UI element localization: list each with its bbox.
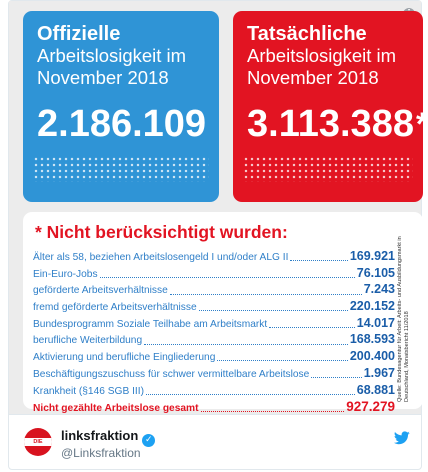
list-item: Bundesprogramm Soziale Teilhabe am Arbei…	[33, 316, 395, 333]
dotted-leader	[311, 370, 362, 379]
dotted-leader	[200, 404, 345, 412]
dotted-leader	[144, 337, 348, 345]
dotted-leader	[217, 353, 348, 362]
actual-unemployment-box: Tatsächliche Arbeitslosigkeit im Novembe…	[233, 11, 423, 202]
dotted-leader	[99, 270, 355, 279]
row-label: geförderte Arbeitsverhältnisse	[33, 285, 168, 297]
row-value: 169.921	[349, 249, 395, 263]
row-value: 168.593	[349, 332, 395, 347]
row-value: 1.967	[363, 365, 395, 380]
list-item: Älter als 58, beziehen Arbeitslosengeld …	[33, 249, 395, 266]
list-item: berufliche Weiterbildung 168.593	[33, 332, 395, 349]
author-handle[interactable]: @Linksfraktion	[61, 446, 141, 460]
dotted-leader	[198, 303, 348, 312]
tweet-author[interactable]: DIE LINKE. linksfraktion ✓ @Linksfraktion	[18, 421, 418, 465]
avatar[interactable]: DIE LINKE.	[24, 428, 52, 456]
row-label: berufliche Weiterbildung	[33, 335, 143, 347]
row-label: Ein-Euro-Jobs	[33, 268, 98, 280]
official-title: Offizielle	[37, 23, 121, 45]
official-number: 2.186.109	[37, 103, 207, 145]
total-label: Nicht gezählte Arbeitslose gesamt	[33, 403, 199, 415]
list-item: fremd geförderte Arbeitsverhältnisse 220.…	[33, 299, 395, 316]
row-value: 68.881	[356, 382, 395, 397]
list-item: Krankheit (§146 SGB III) 68.881	[33, 383, 395, 400]
row-label: Älter als 58, beziehen Arbeitslosengeld …	[33, 252, 289, 263]
dot-pattern	[243, 156, 413, 182]
official-subtitle-line1: Arbeitslosigkeit im	[37, 45, 187, 66]
divider	[9, 414, 421, 415]
actual-subtitle-line2: November 2018	[247, 67, 379, 88]
infographic[interactable]: i Offizielle Arbeitslosigkeit im Novembe…	[9, 1, 423, 414]
panel-title: * Nicht berücksichtigt wurden:	[35, 222, 288, 242]
actual-number-wrap: 3.113.388*	[247, 103, 423, 145]
total-value: 927.279	[346, 399, 395, 415]
dotted-leader	[169, 287, 362, 295]
list-item: Beschäftigungszuschuss für schwer vermit…	[33, 366, 395, 383]
list-item: Aktivierung und berufliche Eingliederung…	[33, 349, 395, 366]
row-value: 220.152	[349, 299, 395, 314]
avatar-logo-text: DIE LINKE.	[24, 438, 52, 453]
row-value: 7.243	[363, 282, 395, 297]
row-label: Beschäftigungszuschuss für schwer vermit…	[33, 368, 310, 380]
dotted-leader	[290, 253, 348, 262]
source-note: Quelle: Bundesagentur für Arbeit: Arbeit…	[397, 226, 419, 402]
dot-pattern	[33, 156, 209, 182]
dotted-leader	[145, 387, 355, 395]
not-counted-list: Älter als 58, beziehen Arbeitslosengeld …	[33, 249, 395, 416]
actual-subtitle-line1: Arbeitslosigkeit im	[247, 45, 397, 66]
row-value: 14.017	[356, 315, 395, 330]
row-label: Aktivierung und berufliche Eingliederung	[33, 352, 216, 364]
row-value: 76.105	[356, 265, 395, 280]
footnote-star: *	[416, 106, 423, 142]
list-item: geförderte Arbeitsverhältnisse 7.243	[33, 282, 395, 299]
official-unemployment-box: Offizielle Arbeitslosigkeit im November …	[23, 11, 219, 202]
author-name[interactable]: linksfraktion	[61, 428, 139, 443]
row-label: Krankheit (§146 SGB III)	[33, 385, 144, 397]
list-item: Ein-Euro-Jobs 76.105	[33, 266, 395, 283]
row-label: Bundesprogramm Soziale Teilhabe am Arbei…	[33, 318, 268, 330]
author-name-wrap[interactable]: linksfraktion ✓	[61, 428, 156, 447]
total-row: Nicht gezählte Arbeitslose gesamt 927.279	[33, 399, 395, 416]
row-label: fremd geförderte Arbeitsverhältnisse	[33, 302, 197, 314]
source-text: Quelle: Bundesagentur für Arbeit: Arbeit…	[397, 236, 410, 402]
official-subtitle-line2: November 2018	[37, 67, 169, 88]
actual-number: 3.113.388	[247, 103, 414, 145]
not-counted-panel: * Nicht berücksichtigt wurden: Älter als…	[23, 212, 423, 414]
dotted-leader	[269, 320, 355, 329]
verified-badge-icon: ✓	[142, 434, 156, 447]
row-value: 200.400	[349, 349, 395, 364]
actual-title: Tatsächliche	[247, 23, 367, 45]
twitter-bird-icon[interactable]	[394, 431, 410, 445]
